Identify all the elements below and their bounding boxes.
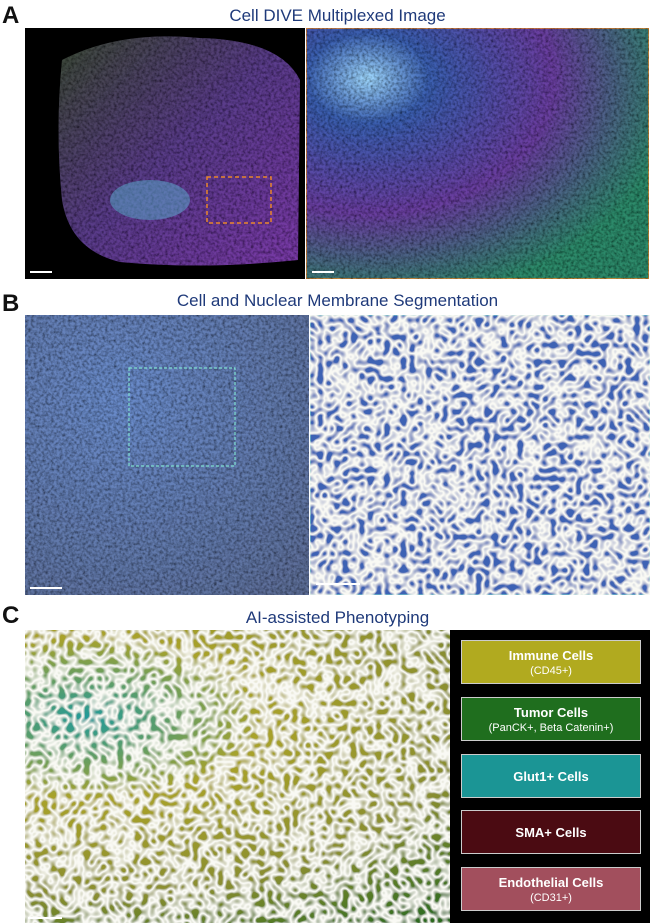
panel-title: Cell DIVE Multiplexed Image xyxy=(229,6,446,25)
legend-name: Immune Cells xyxy=(508,647,594,663)
legend-name: Glut1+ Cells xyxy=(513,768,589,784)
legend-name: Tumor Cells xyxy=(513,704,589,720)
zoom-box xyxy=(206,176,272,224)
legend-name: SMA+ Cells xyxy=(515,824,587,840)
legend-marker: (CD45+) xyxy=(530,664,572,677)
legend-name: Endothelial Cells xyxy=(498,874,604,890)
panel-title: AI-assisted Phenotyping xyxy=(245,608,430,627)
legend-item: Tumor Cells (PanCK+, Beta Catenin+) xyxy=(461,697,641,741)
legend-item: Immune Cells (CD45+) xyxy=(461,640,641,684)
zoom-box xyxy=(128,367,236,467)
segmentation-zoom xyxy=(309,314,650,596)
zoom-image xyxy=(305,27,650,280)
legend-marker: (PanCK+, Beta Catenin+) xyxy=(488,721,614,734)
legend-marker: (CD31+) xyxy=(530,891,572,904)
panel-title: Cell and Nuclear Membrane Segmentation xyxy=(176,291,499,310)
legend-item: Endothelial Cells (CD31+) xyxy=(461,867,641,911)
panel-letter: B xyxy=(2,290,20,317)
panel-letter: A xyxy=(2,2,20,29)
tissue-region xyxy=(110,180,190,220)
legend-item: Glut1+ Cells xyxy=(461,754,641,798)
segmentation-overview xyxy=(25,315,309,595)
legend-item: SMA+ Cells xyxy=(461,810,641,854)
panel-letter: C xyxy=(2,602,20,629)
tissue-overview xyxy=(58,36,300,266)
